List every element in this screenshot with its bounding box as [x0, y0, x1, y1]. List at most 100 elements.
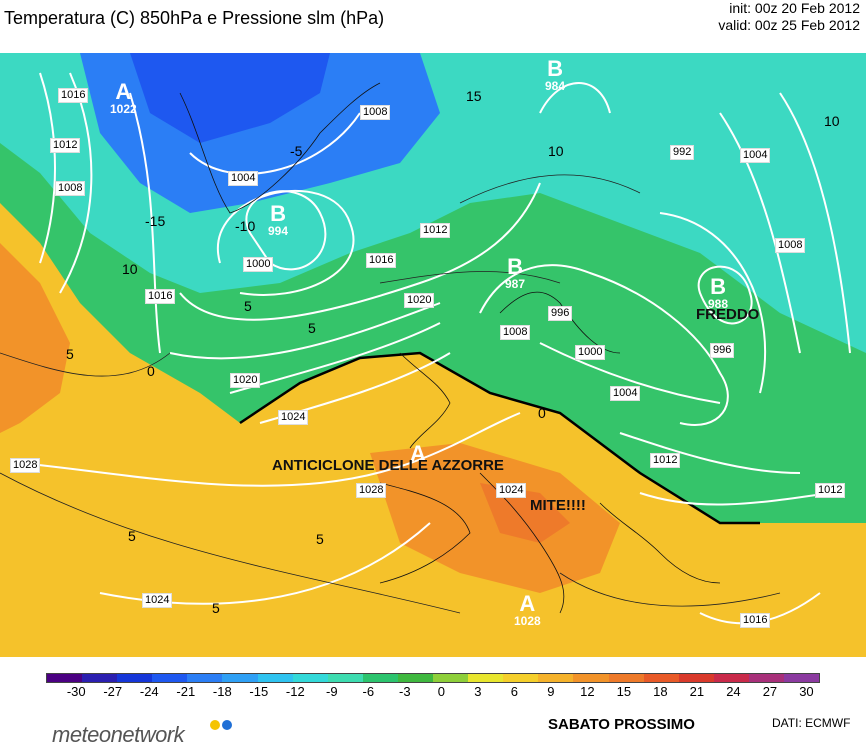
isobar-label: 1008 [360, 105, 391, 120]
colorbar-swatch [152, 674, 188, 682]
isobar-label: 996 [710, 343, 735, 358]
colorbar-swatch [397, 674, 434, 682]
temperature-colorbar [46, 673, 820, 683]
colorbar-tick-label: 0 [437, 684, 445, 699]
colorbar-tick-label: -27 [103, 684, 123, 699]
colorbar-swatch [327, 674, 363, 682]
high-letter: A [519, 591, 536, 616]
brand-logo: meteonetwork [52, 722, 185, 747]
isotherm-label: 5 [316, 531, 324, 547]
zero-isotherm [239, 351, 760, 525]
low-center-russia: B 988 [708, 274, 729, 311]
colorbar-swatch [783, 674, 820, 682]
colorbar-tick-label: -6 [362, 684, 375, 699]
colorbar-tick-label: -15 [249, 684, 269, 699]
colorbar-tick-label: -3 [399, 684, 411, 699]
isobar-label: 1016 [58, 88, 89, 103]
colorbar-tick-label: -12 [285, 684, 305, 699]
isobar-label: 1012 [650, 453, 681, 468]
coldest-core [130, 53, 330, 143]
isobar-label: 1012 [815, 483, 846, 498]
isobars [19, 72, 851, 625]
colorbar-swatch [643, 674, 679, 682]
colorbar-tick-label: -24 [139, 684, 159, 699]
colorbar-swatch [503, 674, 539, 682]
colorbar-tick-label: 3 [474, 684, 482, 699]
mild-annotation: MITE!!!! [530, 497, 586, 514]
isotherm-label: -10 [235, 218, 256, 234]
colorbar-tick-label: 6 [510, 684, 518, 699]
low-center-north: B 984 [545, 56, 566, 93]
low-letter: B [710, 274, 726, 299]
isotherm-label: 5 [212, 600, 220, 616]
isobar-label: 1020 [230, 373, 261, 388]
isotherms [0, 174, 781, 614]
weather-map: A 1022 B 984 B 994 B 987 B 988 A A 1028 … [0, 53, 866, 657]
isobar-label: 1012 [50, 138, 81, 153]
isobar-label: 1020 [404, 293, 435, 308]
isotherm-label: 10 [824, 113, 840, 129]
isobar-label: 1028 [10, 458, 41, 473]
colorbar-ticks: -30 -27 -24 -21 -18 -15 -12 -9 -6 -3 0 3 6 9 12 15 18 21 2… [46, 684, 820, 704]
isobar-label: 1000 [575, 345, 606, 360]
colorbar-tick-label: 9 [547, 684, 555, 699]
chart-title: Temperatura (C) 850hPa e Pressione slm (… [4, 8, 385, 28]
isobar-label: 1024 [278, 410, 309, 425]
low-value: 988 [708, 297, 729, 311]
colorbar-tick-label: 30 [799, 684, 814, 699]
brand-dot-blue [222, 720, 232, 730]
high-letter: A [115, 79, 132, 104]
isobar-label: 1008 [55, 181, 86, 196]
isobar-label: 992 [670, 145, 695, 160]
brand-dot-yellow [210, 720, 220, 730]
low-value: 994 [268, 224, 289, 238]
low-center-scandinavia: B 987 [505, 254, 525, 291]
low-value: 984 [545, 79, 566, 93]
colorbar-swatch [573, 674, 609, 682]
high-letter: A [410, 441, 426, 466]
low-center-iceland: B 994 [268, 201, 289, 238]
isotherm-label: 10 [122, 261, 138, 277]
low-letter: B [270, 201, 286, 226]
isobar-label: 1004 [228, 171, 259, 186]
isobar-label: 1012 [420, 223, 451, 238]
colorbar-tick-label: -18 [212, 684, 232, 699]
anticyclone-annotation: ANTICICLONE DELLE AZZORRE [272, 457, 504, 474]
low-letter: B [507, 254, 523, 279]
isobar-label: 1024 [496, 483, 527, 498]
low-letter: B [547, 56, 563, 81]
colorbar-swatch [468, 674, 504, 682]
isotherm-label: 15 [466, 88, 482, 104]
isobar-label: 996 [548, 306, 573, 321]
colorbar-swatch [117, 674, 153, 682]
colorbar-tick-label: 15 [616, 684, 632, 699]
isotherm-label: 5 [66, 346, 74, 362]
colorbar-tick-label: -9 [326, 684, 338, 699]
colorbar-swatch [257, 674, 293, 682]
colorbar-swatch [538, 674, 574, 682]
high-center-africa: A 1028 [514, 591, 541, 628]
isotherm-label: 5 [308, 320, 316, 336]
colorbar-swatch [748, 674, 784, 682]
high-center-azores: A [410, 443, 426, 465]
colorbar-swatch [187, 674, 223, 682]
isobar-label: 1016 [740, 613, 771, 628]
isobar-label: 1028 [356, 483, 387, 498]
isobar-label: 1004 [610, 386, 641, 401]
run-info: init: 00z 20 Feb 2012 valid: 00z 25 Feb … [718, 0, 860, 34]
isotherm-label: -5 [290, 143, 303, 159]
isobar-label: 1016 [145, 289, 176, 304]
colorbar-tick-label: 21 [689, 684, 705, 699]
isobar-label: 1024 [142, 593, 173, 608]
colorbar-swatch [433, 674, 469, 682]
isotherm-label: 10 [548, 143, 564, 159]
colorbar-tick-label: 18 [653, 684, 668, 699]
high-value: 1022 [110, 102, 137, 116]
colorbar-swatch [713, 674, 749, 682]
isotherm-label: 0 [538, 405, 546, 421]
map-canvas [0, 53, 866, 657]
isobar-label: 1008 [775, 238, 806, 253]
colorbar-tick-label: -30 [66, 684, 86, 699]
isotherm-label: -15 [145, 213, 166, 229]
init-time: init: 00z 20 Feb 2012 [729, 0, 860, 16]
